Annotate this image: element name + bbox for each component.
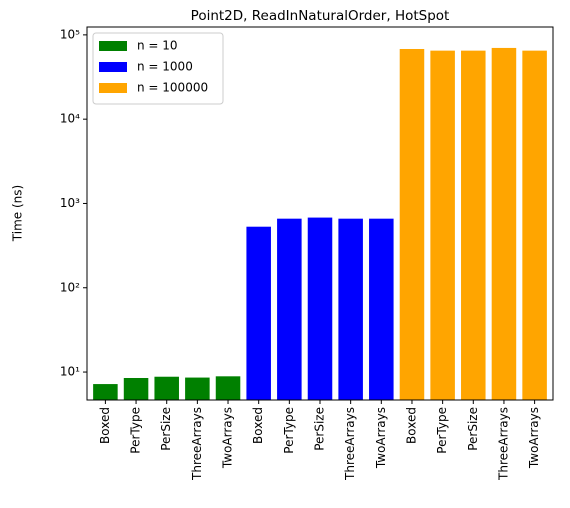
bar — [307, 217, 333, 400]
bar — [522, 50, 547, 400]
x-tick-label: PerType — [129, 407, 143, 454]
y-tick-label: 10⁵ — [60, 27, 80, 41]
legend-label: n = 1000 — [137, 60, 193, 74]
y-tick-label: 10³ — [60, 196, 80, 210]
x-tick-label: PerType — [282, 407, 296, 454]
y-tick-label: 10¹ — [60, 365, 80, 379]
bar — [215, 376, 241, 400]
legend-swatch — [99, 62, 127, 72]
x-tick-label: TwoArrays — [221, 407, 235, 469]
legend-swatch — [99, 41, 127, 51]
x-tick-label: TwoArrays — [527, 407, 541, 469]
legend-swatch — [99, 83, 127, 93]
x-tick-label: PerSize — [466, 407, 480, 451]
bar — [277, 218, 302, 400]
legend-label: n = 10 — [137, 39, 178, 53]
x-tick-label: PerSize — [313, 407, 327, 451]
plot-frame — [86, 26, 554, 401]
bar — [93, 384, 118, 400]
y-tick-label: 10² — [60, 280, 80, 294]
bar — [491, 47, 517, 400]
bar — [399, 48, 425, 400]
x-tick-label: Boxed — [98, 407, 112, 444]
chart-title: Point2D, ReadInNaturalOrder, HotSpot — [191, 8, 450, 24]
x-tick-label: ThreeArrays — [343, 407, 357, 481]
x-tick-label: PerSize — [159, 407, 173, 451]
bar — [338, 218, 363, 400]
x-tick-label: TwoArrays — [374, 407, 388, 469]
legend-label: n = 100000 — [137, 81, 208, 95]
x-tick-label: ThreeArrays — [190, 407, 204, 481]
bar — [246, 226, 271, 400]
x-tick-label: PerType — [435, 407, 449, 454]
bar — [369, 218, 394, 400]
bar — [461, 50, 486, 400]
x-tick-label: Boxed — [404, 407, 418, 444]
bar — [123, 377, 149, 400]
x-tick-label: Boxed — [251, 407, 265, 444]
y-tick-label: 10⁴ — [60, 112, 80, 126]
x-tick-label: ThreeArrays — [496, 407, 510, 481]
bar — [154, 376, 179, 400]
bar — [430, 50, 455, 400]
bar — [185, 377, 210, 400]
y-axis-label: Time (ns) — [11, 185, 25, 242]
